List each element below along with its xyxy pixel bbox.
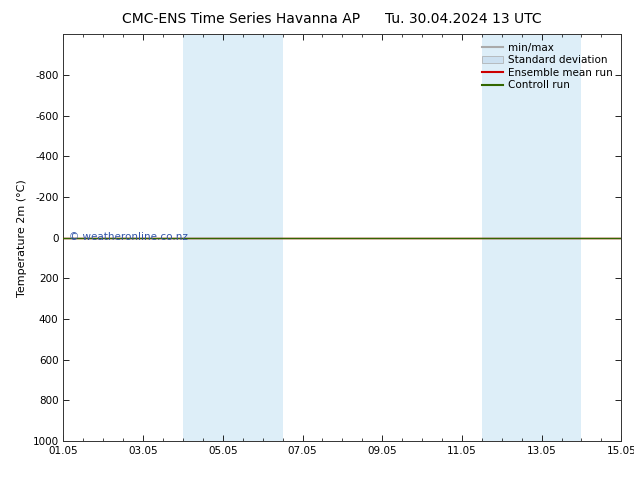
Bar [482,34,581,441]
Text: Tu. 30.04.2024 13 UTC: Tu. 30.04.2024 13 UTC [384,12,541,26]
Text: CMC-ENS Time Series Havanna AP: CMC-ENS Time Series Havanna AP [122,12,360,26]
Text: © weatheronline.co.nz: © weatheronline.co.nz [69,232,188,242]
Bar [183,34,283,441]
Legend: min/max, Standard deviation, Ensemble mean run, Controll run: min/max, Standard deviation, Ensemble me… [479,40,616,94]
Y-axis label: Temperature 2m (°C): Temperature 2m (°C) [17,179,27,296]
